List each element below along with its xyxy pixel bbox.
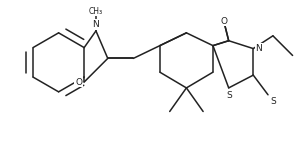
Text: O: O — [220, 16, 227, 26]
Text: N: N — [93, 20, 99, 29]
Text: O: O — [75, 78, 82, 86]
Text: S: S — [270, 97, 276, 106]
Text: S: S — [227, 91, 233, 100]
Text: N: N — [255, 44, 262, 53]
Text: CH₃: CH₃ — [89, 7, 103, 16]
